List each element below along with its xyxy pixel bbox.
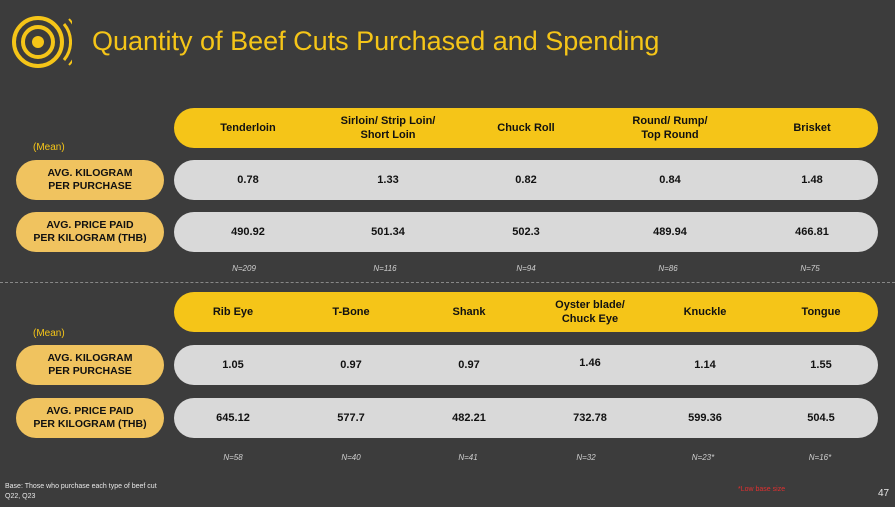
sample-size: N=94	[516, 264, 536, 273]
row-label-avg-kg: AVG. KILOGRAM PER PURCHASE	[16, 160, 164, 200]
column-header: Brisket	[793, 122, 831, 134]
kg-value: 1.46	[579, 357, 601, 369]
row-label-avg-price: AVG. PRICE PAID PER KILOGRAM (THB)	[16, 398, 164, 438]
concentric-circles-logo-icon	[12, 16, 72, 68]
sample-size: N=86	[658, 264, 678, 273]
price-value: 732.78	[573, 412, 607, 424]
price-value: 489.94	[653, 226, 687, 238]
price-value: 490.92	[231, 226, 265, 238]
top-price-row: 490.92 501.34 502.3 489.94 466.81	[174, 212, 878, 252]
mean-label-top: (Mean)	[33, 142, 65, 153]
sample-size: N=16*	[808, 453, 832, 462]
price-value: 504.5	[807, 412, 835, 424]
kg-value: 0.97	[340, 359, 362, 371]
mean-label-bottom: (Mean)	[33, 328, 65, 339]
price-value: 599.36	[688, 412, 722, 424]
column-header: Knuckle	[683, 306, 727, 318]
price-value: 501.34	[371, 226, 405, 238]
bottom-header-bar: Rib Eye T-Bone Shank Oyster blade/ Chuck…	[174, 292, 878, 332]
section-divider	[0, 282, 895, 283]
column-header: Rib Eye	[212, 306, 254, 318]
price-value: 482.21	[452, 412, 486, 424]
column-header: Chuck Roll	[497, 122, 555, 134]
price-value: 502.3	[512, 226, 540, 238]
sample-size: N=40	[341, 453, 361, 462]
price-value: 645.12	[216, 412, 250, 424]
low-base-note: *Low base size	[738, 486, 786, 493]
bottom-price-row: 645.12 577.7 482.21 732.78 599.36 504.5	[174, 398, 878, 438]
kg-value: 0.82	[515, 174, 537, 186]
kg-value: 1.33	[377, 174, 399, 186]
row-label-avg-price: AVG. PRICE PAID PER KILOGRAM (THB)	[16, 212, 164, 252]
sample-size: N=23*	[691, 453, 715, 462]
sample-size: N=209	[232, 264, 256, 273]
kg-value: 1.05	[222, 359, 244, 371]
price-value: 466.81	[795, 226, 829, 238]
kg-value: 0.78	[237, 174, 259, 186]
top-header-bar: Tenderloin Sirloin/ Strip Loin/ Short Lo…	[174, 108, 878, 148]
column-header: Sirloin/ Strip Loin/ Short Loin	[340, 115, 436, 141]
sample-size: N=58	[223, 453, 243, 462]
row-label-avg-kg: AVG. KILOGRAM PER PURCHASE	[16, 345, 164, 385]
kg-value: 1.55	[810, 359, 832, 371]
kg-value: 0.97	[458, 359, 480, 371]
kg-value: 1.48	[801, 174, 823, 186]
sample-size: N=41	[458, 453, 478, 462]
bottom-kg-row: 1.05 0.97 0.97 1.46 1.14 1.55	[174, 345, 878, 385]
page-number: 47	[878, 488, 890, 499]
top-kg-row: 0.78 1.33 0.82 0.84 1.48	[174, 160, 878, 200]
base-note: Base: Those who purchase each type of be…	[5, 483, 157, 500]
sample-size: N=32	[576, 453, 596, 462]
column-header: Shank	[452, 306, 486, 318]
column-header: Tenderloin	[220, 122, 276, 134]
sample-size: N=75	[800, 264, 820, 273]
page-title: Quantity of Beef Cuts Purchased and Spen…	[92, 26, 660, 56]
column-header: T-Bone	[332, 306, 370, 318]
column-header: Oyster blade/ Chuck Eye	[555, 299, 625, 325]
column-header: Round/ Rump/ Top Round	[632, 115, 708, 141]
column-header: Tongue	[801, 306, 841, 318]
kg-value: 1.14	[694, 359, 716, 371]
price-value: 577.7	[337, 412, 365, 424]
sample-size: N=116	[373, 264, 397, 273]
kg-value: 0.84	[659, 174, 681, 186]
